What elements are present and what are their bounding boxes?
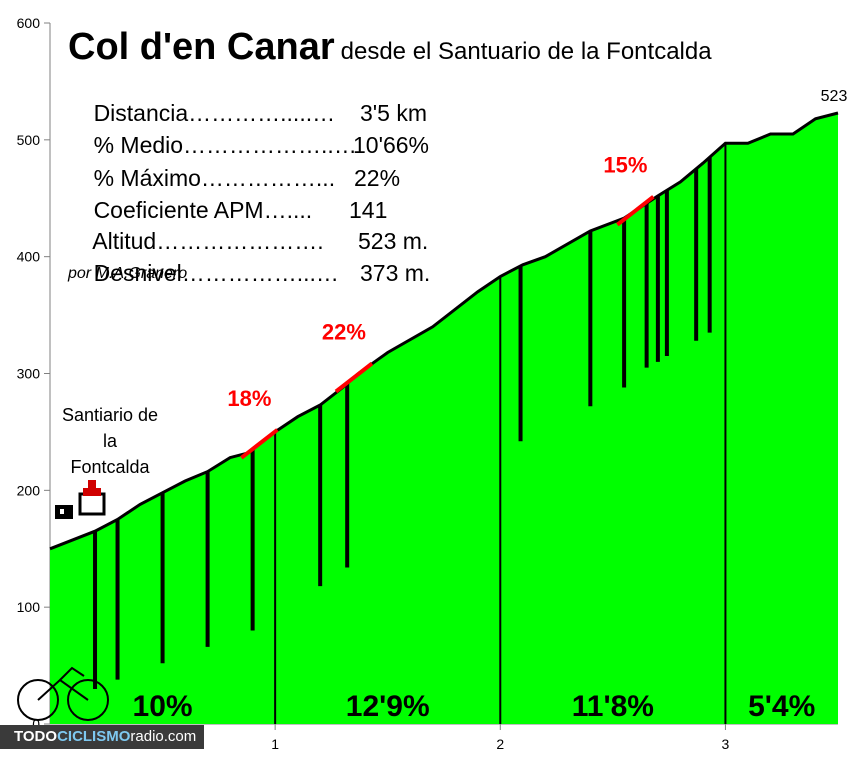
bike-frame <box>37 666 89 701</box>
chart-title: Col d'en Canar <box>68 26 335 68</box>
section-grade-label: 12'9% <box>346 690 430 723</box>
stat-label: Distancia………….....… <box>93 100 336 126</box>
stat-average-grade: % Medio………………..… 10'66% <box>68 105 429 186</box>
stat-value: 523 m. <box>358 228 429 254</box>
author-credit: por M.A.Granero <box>68 265 188 282</box>
x-tick-label: 1 <box>271 736 279 752</box>
y-tick-label: 500 <box>17 132 41 148</box>
sanctuary-body <box>78 492 106 516</box>
section-grade-label: 10% <box>133 690 193 723</box>
stat-label: % Medio………………..… <box>93 132 357 158</box>
section-grade-label: 11'8% <box>572 690 654 723</box>
sanctuary-icon <box>55 480 106 519</box>
chart-subtitle: desde el Santuario de la Fontcalda <box>340 38 712 65</box>
stat-label: % Máximo……………... <box>93 165 336 191</box>
wheel-back <box>17 679 59 721</box>
cyclist-icon <box>17 666 109 721</box>
steep-grade-label: 22% <box>322 320 366 345</box>
sanctuary-roof <box>83 488 101 496</box>
y-tick-label: 300 <box>17 366 41 382</box>
y-tick-label: 100 <box>17 599 41 615</box>
stat-elevation-gain: Desnivel……………...… 373 m. <box>68 233 431 314</box>
start-location-label: Santiario de la Fontcalda <box>45 402 175 480</box>
steep-section-marker <box>240 428 279 460</box>
chart-title-block: Col d'en Canar desde el Santuario de la F… <box>68 26 712 69</box>
x-tick-label: 3 <box>722 736 730 752</box>
y-tick-label: 200 <box>17 482 41 498</box>
stat-apm-coefficient: Coeficiente APM….... 141 <box>68 170 388 251</box>
y-tick-label: 400 <box>17 249 41 265</box>
steep-section-marker <box>616 195 655 227</box>
steep-grade-label: 15% <box>603 153 647 178</box>
sanctuary-tower <box>88 480 96 488</box>
stat-value: 3'5 km <box>360 100 428 126</box>
stat-value: 22% <box>354 165 401 191</box>
stat-altitude: Altitud…………………. 523 m. <box>68 201 428 282</box>
start-label-line: Fontcalda <box>70 457 150 477</box>
building-window <box>60 509 64 514</box>
y-tick-label: 0 <box>32 716 40 732</box>
x-tick-label: 2 <box>496 736 504 752</box>
start-label-line: la <box>102 431 117 451</box>
stat-max-grade: % Máximo……………... 22% <box>68 138 400 219</box>
stat-label: Coeficiente APM….... <box>93 197 313 223</box>
stat-distance: Distancia………….....… 3'5 km <box>68 73 427 154</box>
section-grade-label: 5'4% <box>748 690 815 723</box>
profile-area <box>50 113 838 724</box>
stat-value: 373 m. <box>360 260 431 286</box>
steep-section-marker <box>334 361 374 394</box>
steep-grade-label: 18% <box>227 386 271 411</box>
start-label-line: Santiario de <box>61 405 159 425</box>
y-tick-label: 600 <box>17 15 41 31</box>
wheel-front <box>67 679 109 721</box>
site-logo: TODOCICLISMOradio.com <box>0 725 204 749</box>
stat-label: Desnivel……………...… <box>93 260 339 286</box>
stat-value: 141 <box>349 197 388 223</box>
stat-value: 10'66% <box>353 132 430 158</box>
end-altitude-label: 523 <box>821 88 848 105</box>
stat-label: Altitud…………………. <box>92 228 324 254</box>
profile-line <box>49 111 839 551</box>
